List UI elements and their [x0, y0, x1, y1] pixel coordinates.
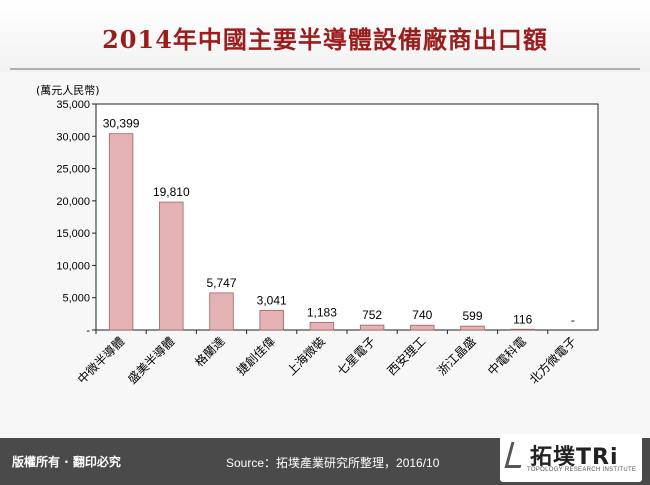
x-tick-label: 中電科電 — [484, 334, 529, 379]
logo-mark-icon — [504, 442, 528, 468]
y-tick-label: 25,000 — [56, 164, 90, 176]
data-labels: 30,399 19,810 5,747 3,041 1,183 752 740 599 116 - — [103, 117, 575, 327]
title-divider — [10, 68, 640, 70]
x-tick-label: 捷創佳偉 — [234, 334, 278, 378]
y-tick-label: 15,000 — [56, 228, 90, 240]
bar — [209, 292, 234, 331]
x-tick-label: 北方微電子 — [526, 334, 579, 387]
data-label: 116 — [513, 312, 532, 326]
page-title: 2014年中國主要半導體設備廠商出口額 — [102, 25, 548, 54]
x-tick-label: 七星電子 — [334, 334, 378, 378]
y-tick-label: 30,000 — [56, 131, 90, 143]
y-axis-ticks: - 5,000 10,000 15,000 20,000 25,000 30,000 35,0… — [56, 99, 96, 337]
bar — [309, 321, 335, 331]
source-text: Source：拓墣產業研究所整理，2016/10 — [226, 456, 440, 470]
bar — [159, 201, 184, 331]
x-tick-label: 西安理工 — [384, 334, 429, 379]
logo-text: 拓墣TRi — [530, 445, 619, 470]
logo-subtext: TOPOLOGY RESEARCH INSTITUTE — [527, 467, 637, 473]
y-axis-label: (萬元人民幣) — [36, 84, 100, 97]
data-label: - — [571, 313, 575, 327]
x-tick-label: 盛美半導體 — [124, 334, 177, 387]
logo: 拓墣TRi TOPOLOGY RESEARCH INSTITUTE — [500, 434, 642, 482]
x-tick-label: 上海微裝 — [283, 334, 328, 379]
bars — [108, 133, 535, 331]
y-tick-label: - — [86, 325, 90, 337]
title-bar: 2014年中國主要半導體設備廠商出口額 — [0, 0, 650, 72]
data-label: 1,183 — [307, 305, 337, 319]
data-label: 5,747 — [206, 276, 236, 290]
x-tick-label: 浙江晶盛 — [434, 334, 479, 379]
bar — [410, 324, 435, 331]
data-label: 30,399 — [103, 117, 140, 131]
bar — [259, 309, 284, 331]
data-label: 740 — [412, 308, 432, 322]
bar — [359, 324, 385, 331]
data-label: 19,810 — [153, 185, 190, 199]
bar — [108, 133, 134, 331]
bar — [460, 325, 485, 331]
y-tick-label: 20,000 — [56, 196, 90, 208]
y-tick-label: 35,000 — [56, 99, 90, 111]
y-tick-label: 5,000 — [62, 293, 90, 305]
bar — [510, 328, 535, 331]
x-tick-label: 格蘭達 — [192, 334, 228, 370]
data-label: 752 — [362, 308, 382, 322]
y-tick-label: 10,000 — [56, 260, 90, 272]
data-label: 3,041 — [257, 293, 287, 307]
copyright-text: 版權所有 · 翻印必究 — [12, 455, 121, 469]
data-label: 599 — [462, 309, 482, 323]
x-tick-label: 中微半導體 — [74, 334, 127, 387]
